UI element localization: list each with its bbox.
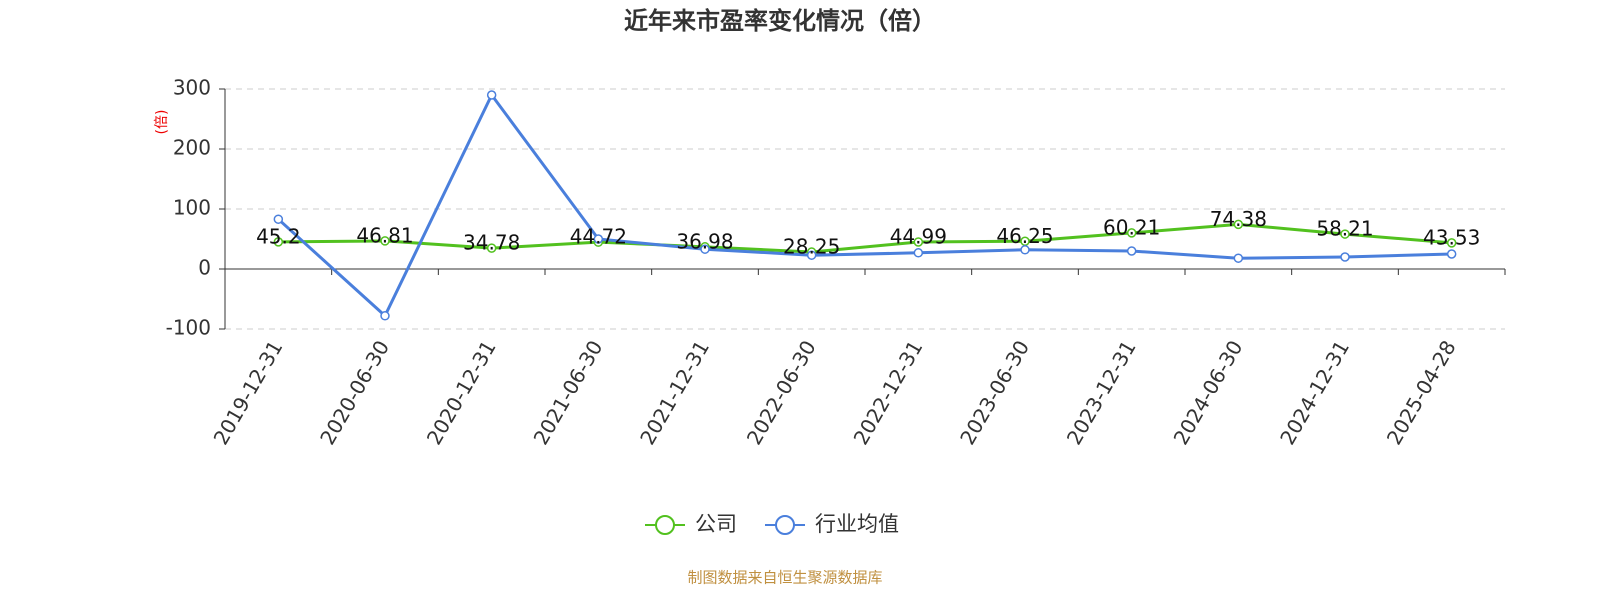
series-line xyxy=(277,92,1452,319)
series-point xyxy=(1233,219,1244,230)
legend-symbol xyxy=(655,515,675,535)
series-point xyxy=(486,243,497,253)
series-point xyxy=(913,248,924,258)
y-tick-label: 200 xyxy=(173,136,211,160)
source-note: 制图数据来自恒生聚源数据库 xyxy=(687,569,882,587)
chart-title: 近年来市盈率变化情况（倍） xyxy=(624,7,936,35)
y-tick-label: 0 xyxy=(198,256,211,280)
legend-label: 行业均值 xyxy=(815,512,899,536)
x-tick-label: 2021-12-31 xyxy=(635,336,714,449)
series-point xyxy=(273,214,284,224)
data-label: 45.2 xyxy=(256,224,301,248)
legend-symbol xyxy=(775,515,795,535)
series-point xyxy=(380,236,390,246)
x-tick-label: 2020-12-31 xyxy=(422,336,501,449)
data-label: 34.78 xyxy=(463,231,520,255)
x-tick-label: 2021-06-30 xyxy=(529,336,608,449)
x-tick-label: 2023-06-30 xyxy=(955,336,1034,449)
series-point xyxy=(1020,245,1030,255)
series-point xyxy=(1126,228,1137,238)
data-label: 43.53 xyxy=(1423,225,1480,249)
data-label: 74.38 xyxy=(1210,207,1267,231)
series-point xyxy=(486,90,497,100)
series-point xyxy=(1340,252,1350,262)
data-label: 46.81 xyxy=(356,223,413,247)
series-point xyxy=(700,244,710,254)
data-label: 60.21 xyxy=(1103,215,1160,239)
x-tick-label: 2024-12-31 xyxy=(1275,336,1354,449)
y-tick-label: 300 xyxy=(173,76,211,100)
series-point xyxy=(1446,238,1457,248)
series-point xyxy=(1340,229,1350,239)
x-tick-label: 2022-12-31 xyxy=(849,336,928,449)
x-tick-label: 2022-06-30 xyxy=(742,336,821,449)
data-label: 44.72 xyxy=(570,225,627,249)
series-point xyxy=(1126,246,1137,256)
data-label: 28.25 xyxy=(783,235,840,259)
x-tick-label: 2025-04-28 xyxy=(1382,336,1461,449)
x-tick-label: 2019-12-31 xyxy=(209,336,288,449)
x-tick-label: 2023-12-31 xyxy=(1062,336,1141,449)
series-point xyxy=(913,237,924,247)
y-axis-label: (倍) xyxy=(154,110,170,135)
series-point xyxy=(1446,249,1457,259)
y-tick-label: -100 xyxy=(166,316,211,340)
legend-label: 公司 xyxy=(695,512,737,536)
data-label: 44.99 xyxy=(890,225,947,249)
series-point xyxy=(806,250,817,260)
y-tick-label: 100 xyxy=(173,196,211,220)
data-label: 36.98 xyxy=(676,229,733,253)
series-point xyxy=(273,237,284,247)
series-point xyxy=(1233,253,1244,263)
series-point xyxy=(593,234,604,244)
data-label: 46.25 xyxy=(996,224,1053,248)
series-point xyxy=(380,311,390,321)
x-tick-label: 2024-06-30 xyxy=(1169,336,1248,449)
series-line xyxy=(278,222,1452,254)
x-tick-label: 2020-06-30 xyxy=(315,336,394,449)
data-label: 58.21 xyxy=(1316,217,1373,241)
